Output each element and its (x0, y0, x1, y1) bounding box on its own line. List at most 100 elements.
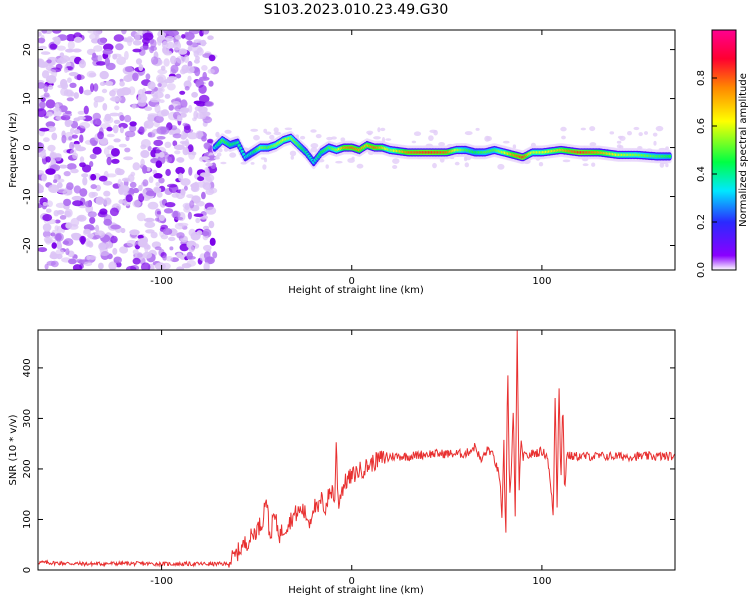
noise-blob (49, 253, 59, 260)
noise-blob (173, 41, 182, 51)
spectrogram-x-label: Height of straight line (km) (288, 285, 424, 296)
noise-blob (201, 135, 207, 142)
noise-blob (310, 129, 317, 133)
noise-blob (86, 255, 91, 260)
colorbar-ticks: 0.0 0.2 0.4 0.6 0.8 (696, 70, 717, 278)
noise-blob (73, 185, 82, 194)
noise-blob (204, 101, 214, 107)
noise-blob (113, 138, 121, 143)
noise-blob (132, 48, 142, 53)
noise-blob (201, 231, 210, 237)
noise-blob (77, 116, 86, 120)
noise-blob (97, 54, 103, 62)
noise-blob (90, 83, 95, 93)
colorbar-tick-label: 0.8 (696, 70, 707, 86)
noise-blob (110, 148, 120, 157)
noise-blob (101, 88, 108, 94)
noise-blob (158, 87, 165, 93)
spectrogram-y-label: Frequency (Hz) (8, 112, 19, 188)
noise-blob (174, 150, 181, 155)
noise-blob (153, 186, 160, 194)
noise-blob (66, 163, 77, 170)
noise-blob (190, 183, 197, 188)
noise-blob (49, 43, 58, 50)
noise-blob (140, 150, 150, 158)
noise-blob (83, 105, 89, 115)
noise-blob (644, 131, 648, 135)
noise-blob (124, 66, 134, 73)
noise-blob (512, 144, 517, 149)
noise-blob (310, 147, 318, 153)
noise-blob (76, 214, 87, 222)
noise-blob (73, 144, 81, 149)
noise-blob (191, 151, 197, 156)
noise-blob (582, 163, 589, 167)
noise-blob (203, 244, 212, 252)
noise-blob (139, 45, 150, 51)
spectrogram-ridge (211, 130, 673, 170)
noise-blob (46, 208, 52, 213)
noise-blob (433, 129, 438, 136)
noise-blob (161, 41, 169, 49)
snr-panel: -100 0 100 0 100 200 300 400 Height of straigh… (8, 329, 676, 596)
noise-blob (129, 229, 140, 236)
noise-blob (289, 150, 297, 157)
noise-blob (67, 77, 72, 83)
noise-blob (46, 59, 52, 64)
noise-blob (114, 105, 120, 111)
noise-blob (183, 80, 192, 89)
noise-blob (117, 178, 123, 188)
y-tick-label: 200 (22, 459, 33, 478)
noise-blob (45, 75, 57, 84)
noise-blob (208, 54, 216, 62)
noise-blob (53, 36, 61, 46)
noise-blob (92, 118, 98, 125)
noise-blob (112, 247, 118, 255)
x-tick-label: 0 (349, 276, 355, 287)
noise-blob (110, 235, 118, 244)
noise-blob (176, 157, 185, 163)
noise-blob (38, 61, 49, 68)
noise-blob (93, 83, 99, 92)
noise-blob (106, 126, 113, 132)
noise-blob (89, 33, 99, 40)
noise-blob (177, 222, 189, 227)
noise-blob (652, 132, 658, 137)
noise-blob (73, 36, 83, 43)
noise-blob (340, 137, 346, 142)
noise-blob (63, 171, 71, 177)
noise-blob (179, 90, 186, 95)
noise-blob (53, 210, 60, 217)
noise-blob (475, 127, 480, 131)
noise-blob (203, 262, 210, 270)
ridge-core (668, 154, 672, 158)
noise-blob (154, 208, 162, 218)
noise-blob (39, 101, 46, 109)
noise-blob (132, 162, 141, 171)
noise-blob (175, 73, 182, 79)
noise-blob (187, 75, 192, 82)
noise-blob (380, 127, 386, 132)
noise-blob (168, 104, 174, 111)
noise-blob (253, 134, 260, 141)
y-tick-label: 400 (22, 358, 33, 377)
noise-blob (95, 196, 105, 205)
noise-blob (149, 46, 155, 54)
noise-blob (665, 163, 669, 168)
noise-blob (119, 114, 125, 122)
noise-blob (194, 67, 201, 77)
noise-blob (392, 158, 400, 165)
noise-blob (95, 224, 100, 233)
noise-blob (123, 74, 133, 83)
y-tick-label: -10 (22, 188, 33, 204)
noise-blob (145, 73, 151, 80)
y-tick-label: 300 (22, 409, 33, 428)
noise-blob (93, 45, 103, 52)
noise-blob (138, 184, 143, 192)
noise-blob (464, 162, 469, 168)
noise-blob (72, 48, 82, 53)
noise-blob (157, 39, 162, 46)
noise-blob (109, 90, 116, 97)
noise-blob (205, 206, 217, 215)
noise-blob (40, 51, 51, 55)
